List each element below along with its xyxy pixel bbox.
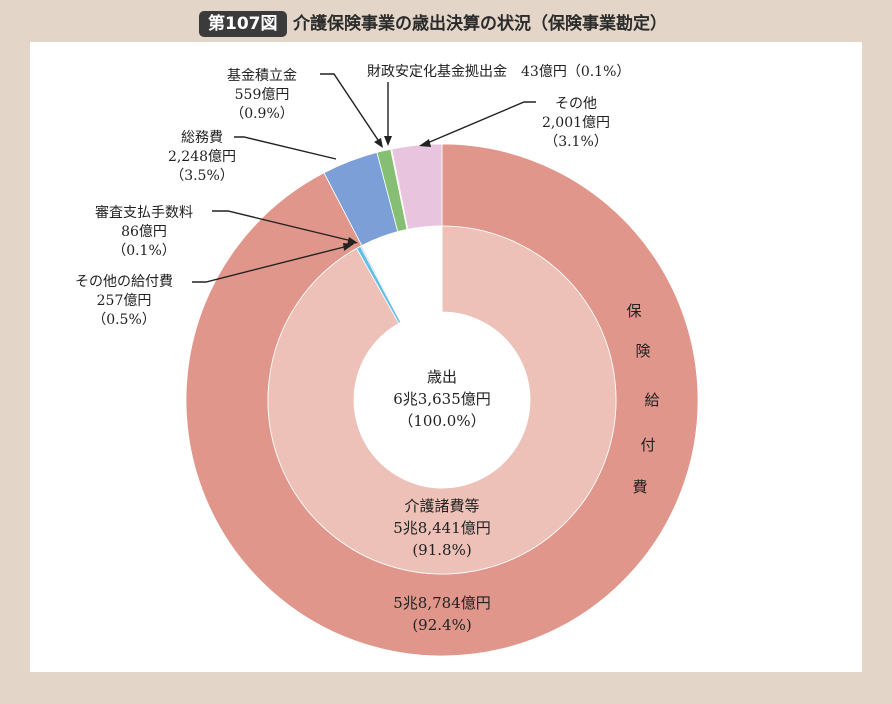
center-label-line-3: （100.0%） xyxy=(398,412,485,430)
leader-somu xyxy=(234,136,337,160)
leader-sonota xyxy=(424,101,536,145)
outer-vertical-label: 保 険 給 付 費 xyxy=(626,302,659,496)
label-sonota-name: その他 xyxy=(555,96,597,112)
label-somu-value: 2,248億円 xyxy=(168,149,236,165)
inner-main-name: 介護諸費等 xyxy=(404,497,479,515)
label-kikin-percent: （0.9%） xyxy=(230,106,294,122)
arrowhead-sonota xyxy=(419,139,431,147)
label-kyufu-name: その他の給付費 xyxy=(75,274,173,290)
arrowhead-zaisei xyxy=(384,136,392,146)
inner-main-value: 5兆8,441億円 xyxy=(393,519,491,537)
vertical-char: 険 xyxy=(635,342,650,360)
label-somu-percent: （3.5%） xyxy=(170,168,234,184)
label-kyufu-percent: （0.5%） xyxy=(92,312,156,328)
center-label-line-2: 6兆3,635億円 xyxy=(393,390,491,408)
inner-main-percent: (91.8%) xyxy=(412,541,471,559)
label-kyufu-value: 257億円 xyxy=(97,293,152,309)
vertical-char: 保 xyxy=(626,302,641,320)
arrowhead-kikin xyxy=(374,138,383,148)
label-sonota-percent: （3.1%） xyxy=(544,134,608,150)
vertical-char: 付 xyxy=(640,436,655,454)
label-kikin-value: 559億円 xyxy=(235,87,290,103)
label-zaisei: 財政安定化基金拠出金 43億円（0.1%） xyxy=(367,63,630,80)
outer-main-value: 5兆8,784億円 xyxy=(393,594,491,612)
figure-number-badge: 第107図 xyxy=(199,11,287,37)
center-label-line-1: 歳出 xyxy=(427,368,457,386)
leader-shinsa xyxy=(212,210,353,242)
leader-kyufu xyxy=(192,245,349,283)
vertical-char: 給 xyxy=(644,391,659,409)
arrowhead-kyufu xyxy=(343,243,354,251)
label-kikin-name: 基金積立金 xyxy=(227,67,297,84)
center-hole xyxy=(354,312,530,488)
arrowhead-shinsa xyxy=(347,237,358,245)
outer-main-percent: (92.4%) xyxy=(412,616,471,634)
label-shinsa-name: 審査支払手数料 xyxy=(95,205,193,221)
label-somu-name: 総務費 xyxy=(181,130,223,146)
label-shinsa-percent: （0.1%） xyxy=(112,243,176,259)
donut-chart: 歳出 6兆3,635億円 （100.0%） 保 険 給 付 費 5兆8,784億… xyxy=(75,63,699,657)
label-sonota-value: 2,001億円 xyxy=(542,115,610,131)
figure-header: 第107図 介護保険事業の歳出決算の状況（保険事業勘定） xyxy=(0,0,892,42)
leader-kikin xyxy=(320,73,381,144)
outer-ring xyxy=(185,143,699,657)
label-shinsa-value: 86億円 xyxy=(121,224,167,240)
vertical-char: 費 xyxy=(632,478,647,496)
figure-title: 介護保険事業の歳出決算の状況（保険事業勘定） xyxy=(293,14,667,34)
chart-panel: 歳出 6兆3,635億円 （100.0%） 保 険 給 付 費 5兆8,784億… xyxy=(30,42,862,672)
